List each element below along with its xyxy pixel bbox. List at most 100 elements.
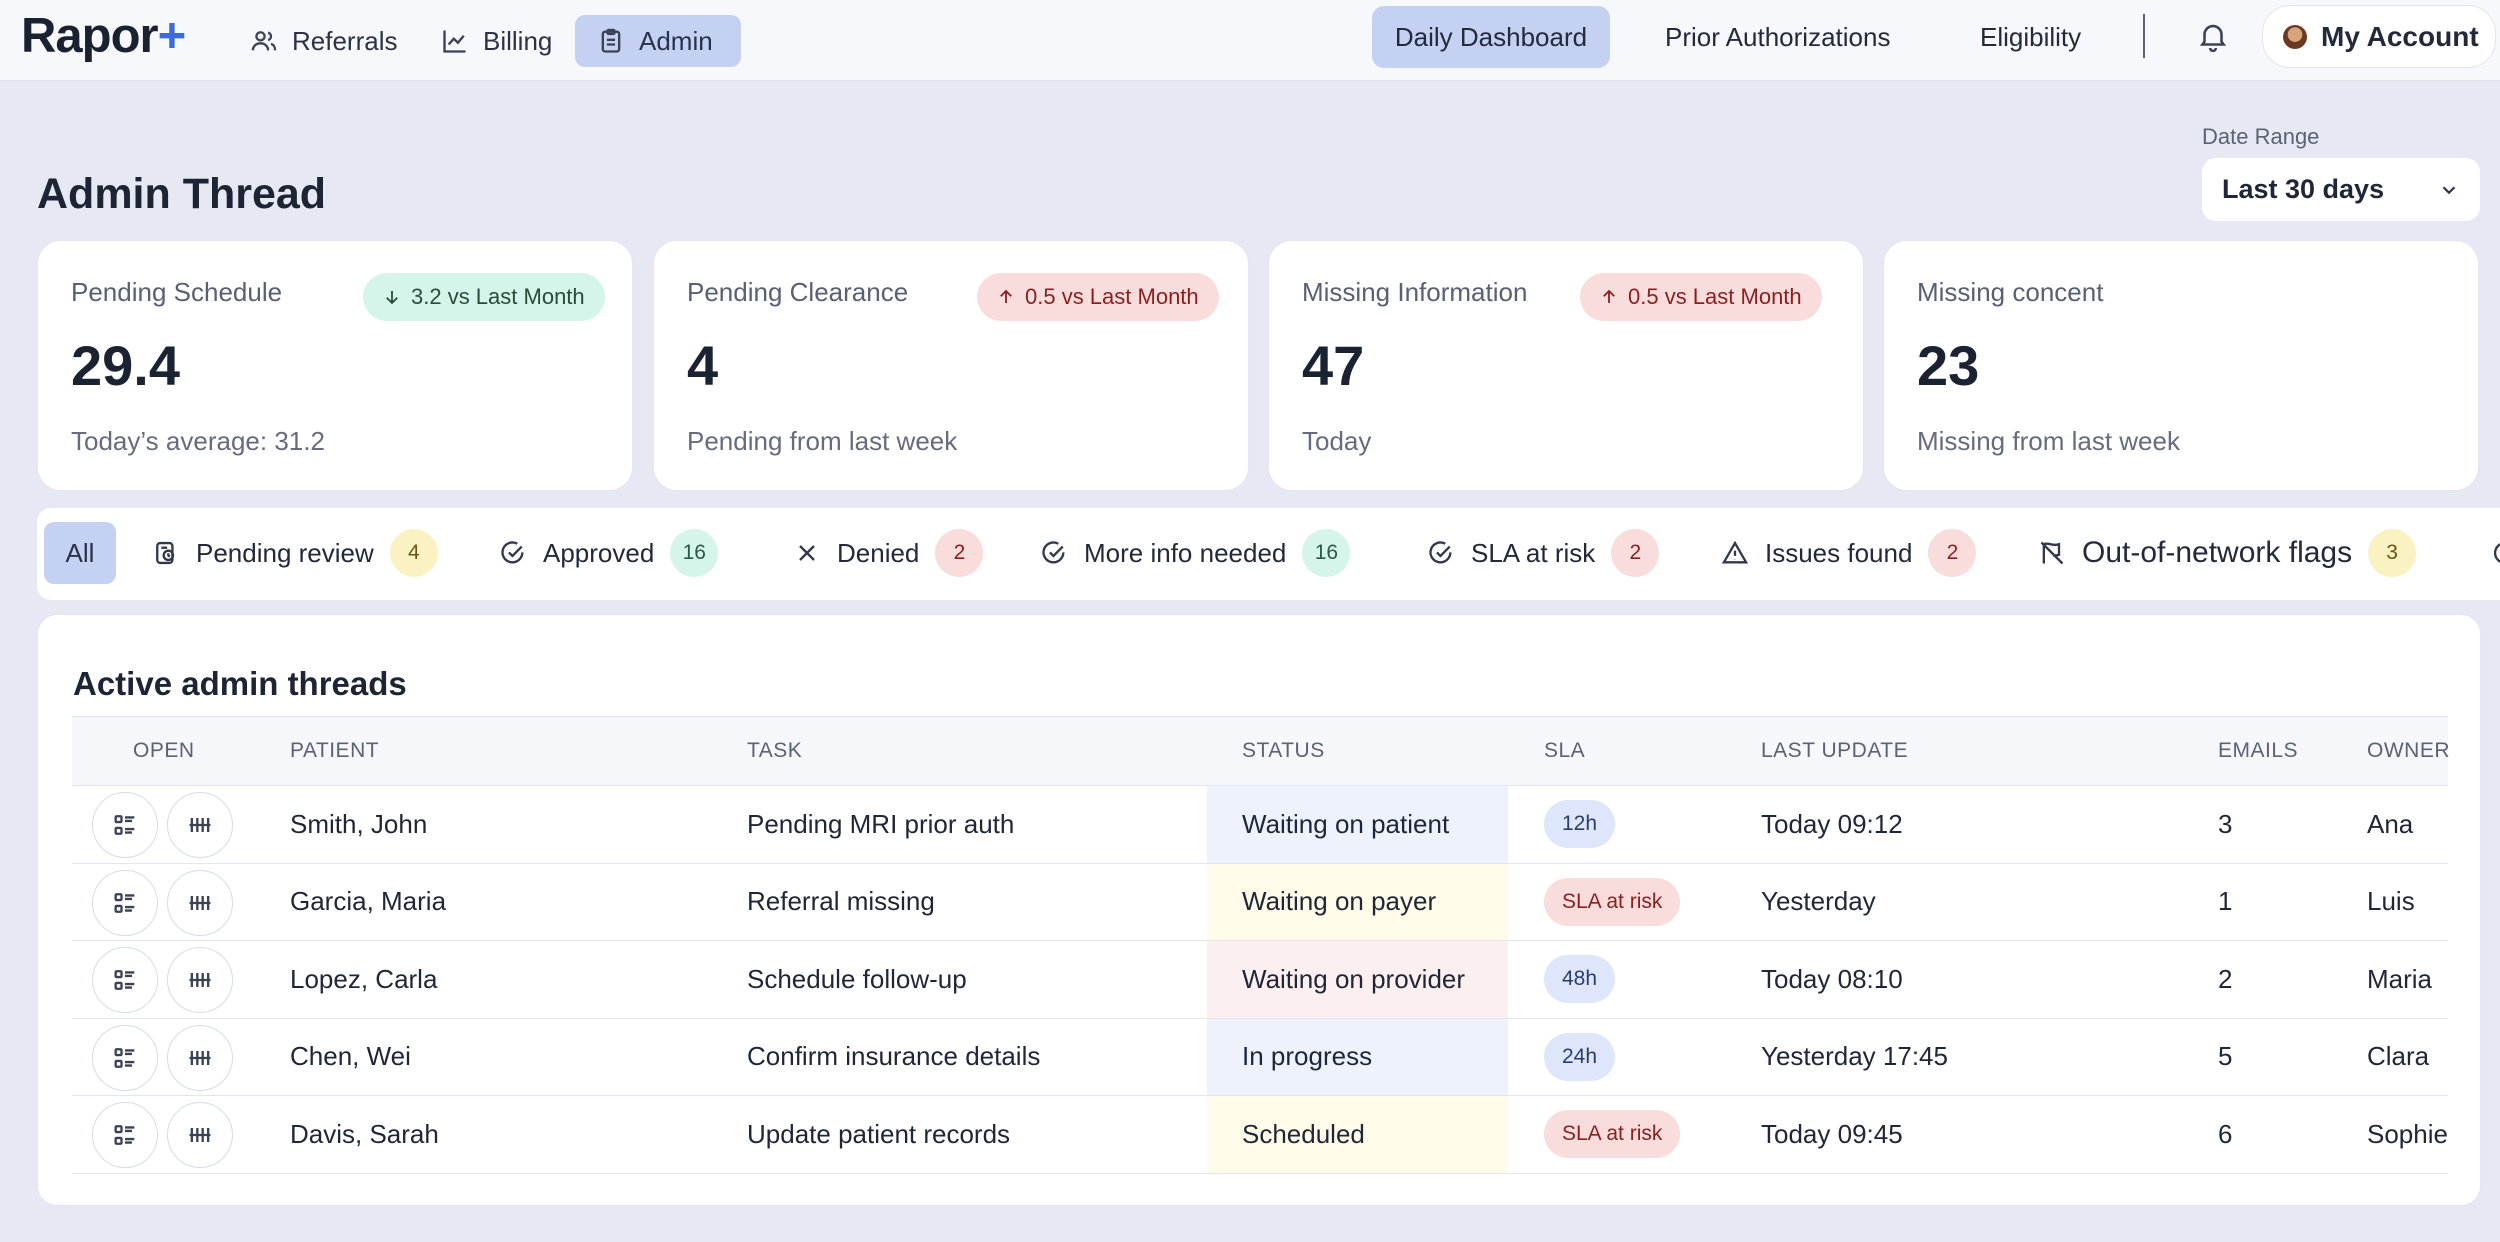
col-sla[interactable]: SLA	[1544, 739, 1586, 762]
trend-text: 3.2 vs Last Month	[411, 284, 585, 309]
table-row[interactable]: Garcia, Maria Referral missing Waiting on …	[72, 863, 2448, 941]
cell-status: Waiting on provider	[1207, 941, 1508, 1018]
filter-more-overflow[interactable]	[2491, 522, 2500, 584]
trend-badge: 0.5 vs Last Month	[1580, 273, 1822, 321]
filter-issues-found[interactable]: Issues found 2	[1721, 522, 1977, 584]
list-details-icon	[114, 892, 135, 913]
open-details-button[interactable]	[92, 869, 158, 936]
sla-badge: SLA at risk	[1544, 877, 1681, 926]
cell-task: Update patient records	[747, 1118, 1011, 1149]
table-row[interactable]: Davis, Sarah Update patient records Schedu…	[72, 1096, 2448, 1174]
cell-task: Referral missing	[747, 886, 935, 917]
open-timeline-button[interactable]	[167, 869, 233, 936]
trend-text: 0.5 vs Last Month	[1025, 284, 1199, 309]
kpi-subtext: Pending from last week	[687, 426, 958, 456]
col-patient[interactable]: PATIENT	[290, 739, 380, 762]
filter-label: More info needed	[1084, 537, 1287, 568]
filter-denied[interactable]: Denied 2	[793, 522, 984, 584]
trend-badge: 0.5 vs Last Month	[977, 273, 1219, 321]
timeline-icon	[189, 973, 211, 987]
brand-logo[interactable]: Rapor+	[21, 9, 186, 63]
list-details-icon	[114, 1047, 135, 1068]
col-task[interactable]: TASK	[747, 739, 803, 762]
kpi-title: Pending Schedule	[71, 277, 283, 307]
list-details-icon	[114, 970, 135, 990]
cell-patient[interactable]: Lopez, Carla	[290, 963, 438, 994]
kpi-value: 29.4	[71, 334, 180, 397]
filter-approved[interactable]: Approved 16	[499, 522, 719, 584]
my-account-button[interactable]: My Account	[2262, 5, 2496, 68]
open-details-button[interactable]	[92, 947, 158, 1013]
check-circle-icon	[1042, 541, 1065, 564]
nav-billing-label: Billing	[483, 25, 553, 56]
filter-more-info-needed[interactable]: More info needed 16	[1040, 522, 1351, 584]
cell-patient[interactable]: Smith, John	[290, 808, 428, 839]
open-details-button[interactable]	[92, 1102, 158, 1168]
threads-table: OPEN PATIENT TASK STATUS SLA LAST UPDATE…	[72, 716, 2450, 1174]
timeline-icon	[189, 818, 211, 832]
date-range-label: Date Range	[2202, 124, 2320, 149]
cell-sla: 12h	[1544, 786, 1616, 863]
table-row[interactable]: Chen, Wei Confirm insurance details In pro…	[72, 1018, 2448, 1096]
kpi-title: Pending Clearance	[687, 277, 909, 307]
nav-eligibility[interactable]: Eligibility	[1960, 6, 2101, 68]
nav-admin[interactable]: Admin	[575, 15, 741, 67]
cell-emails: 6	[2218, 1118, 2233, 1149]
trend-badge: 3.2 vs Last Month	[363, 273, 605, 321]
avatar	[2283, 24, 2307, 49]
my-account-label: My Account	[2321, 20, 2479, 52]
cell-patient[interactable]: Davis, Sarah	[290, 1118, 439, 1149]
nav-daily-dashboard[interactable]: Daily Dashboard	[1372, 6, 1610, 68]
timeline-icon	[189, 1050, 211, 1065]
open-timeline-button[interactable]	[167, 1024, 233, 1091]
nav-admin-label: Admin	[639, 25, 713, 56]
date-range-select[interactable]: Last 30 days	[2202, 158, 2480, 221]
nav-referrals[interactable]: Referrals	[228, 15, 419, 67]
table-header: OPEN PATIENT TASK STATUS SLA LAST UPDATE…	[72, 716, 2450, 786]
cell-owner: Sophie	[2367, 1118, 2448, 1149]
flag-off-icon	[2040, 541, 2064, 565]
col-status[interactable]: STATUS	[1242, 739, 1325, 762]
clipboard-icon	[601, 28, 621, 53]
filter-pending-review[interactable]: Pending review 4	[152, 522, 438, 584]
cell-last-update: Yesterday 17:45	[1761, 1041, 1948, 1072]
cell-emails: 3	[2218, 808, 2233, 839]
nav-billing[interactable]: Billing	[419, 15, 574, 67]
open-timeline-button[interactable]	[167, 792, 233, 858]
kpi-value: 4	[687, 334, 719, 397]
cell-status: Scheduled	[1207, 1096, 1508, 1173]
filter-out-of-network-flags[interactable]: Out-of-network flags 3	[2038, 522, 2417, 584]
check-circle-icon	[501, 541, 524, 564]
col-owner[interactable]: OWNER	[2367, 739, 2450, 762]
nav-prior-authorizations-label: Prior Authorizations	[1665, 21, 1891, 52]
cell-owner: Maria	[2367, 963, 2433, 994]
cell-patient[interactable]: Garcia, Maria	[290, 886, 447, 917]
trend-text: 0.5 vs Last Month	[1628, 284, 1802, 309]
cell-owner: Luis	[2367, 886, 2415, 917]
arrow-up-icon	[1603, 289, 1615, 303]
kpi-title: Missing concent	[1917, 277, 2104, 307]
cell-sla: 48h	[1544, 941, 1616, 1018]
table-row[interactable]: Smith, John Pending MRI prior auth Waiting…	[72, 786, 2448, 864]
open-timeline-button[interactable]	[167, 947, 233, 1013]
chevron-down-icon	[2442, 185, 2456, 194]
filter-label: Denied	[837, 537, 920, 568]
users-icon	[251, 31, 277, 51]
nav-prior-authorizations[interactable]: Prior Authorizations	[1645, 6, 1910, 68]
filter-all[interactable]: All	[44, 522, 116, 584]
date-range-value: Last 30 days	[2222, 174, 2385, 204]
table-row[interactable]: Lopez, Carla Schedule follow-up Waiting on…	[72, 941, 2448, 1019]
bell-icon[interactable]	[2196, 18, 2230, 54]
kpi-value: 23	[1917, 334, 1980, 397]
cell-last-update: Yesterday	[1761, 886, 1876, 917]
col-last-update[interactable]: LAST UPDATE	[1761, 739, 1909, 762]
count-badge: 2	[1928, 529, 1977, 577]
open-details-button[interactable]	[92, 1024, 158, 1091]
cell-patient[interactable]: Chen, Wei	[290, 1041, 411, 1072]
open-timeline-button[interactable]	[167, 1102, 233, 1168]
filter-sla-at-risk[interactable]: SLA at risk 2	[1427, 522, 1660, 584]
kpi-card-pending-schedule: Pending Schedule 3.2 vs Last Month 29.4 …	[37, 240, 633, 491]
open-details-button[interactable]	[92, 792, 158, 858]
chart-line-icon	[443, 30, 466, 53]
col-emails[interactable]: EMAILS	[2218, 739, 2299, 762]
